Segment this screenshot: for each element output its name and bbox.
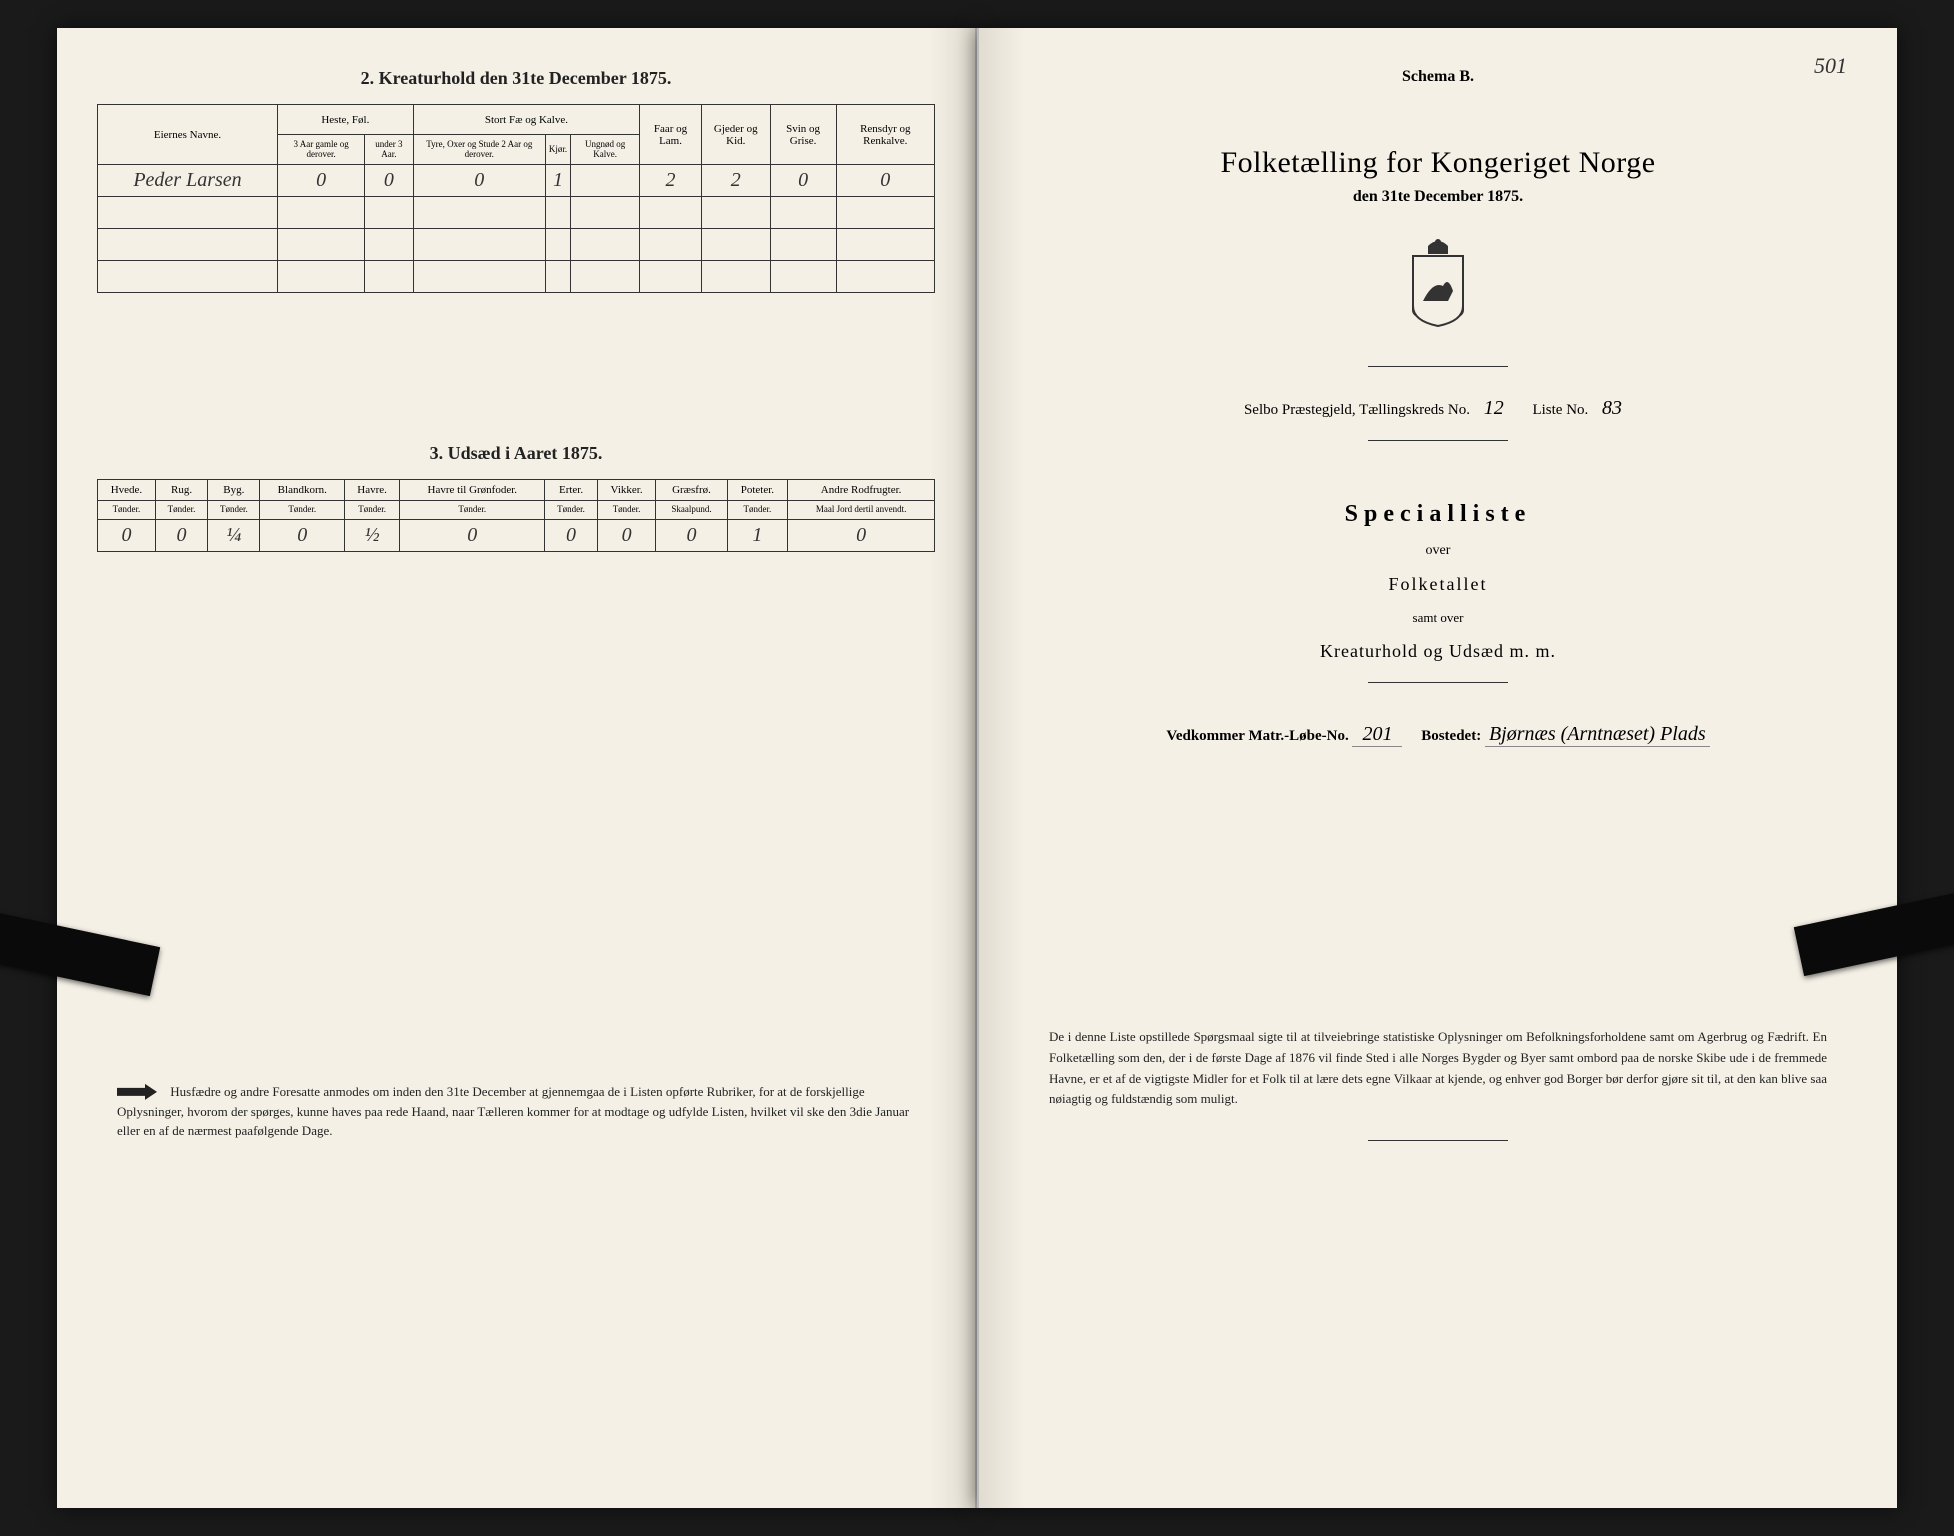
table-row xyxy=(98,197,935,229)
left-page: 2. Kreaturhold den 31te December 1875. E… xyxy=(57,28,977,1508)
table-row xyxy=(98,261,935,293)
seed-col: Rug. xyxy=(155,480,207,501)
livestock-table: Eiernes Navne. Heste, Føl. Stort Fæ og K… xyxy=(97,104,935,293)
kreds-no: 12 xyxy=(1474,397,1514,420)
cell: 0 xyxy=(155,519,207,551)
cell: 0 xyxy=(260,519,345,551)
matr-no: 201 xyxy=(1352,723,1402,747)
liste-no: 83 xyxy=(1592,397,1632,420)
sub-s3: Ungnød og Kalve. xyxy=(571,135,640,165)
bostedet: Bjørnæs (Arntnæset) Plads xyxy=(1485,723,1710,747)
seed-col: Erter. xyxy=(545,480,597,501)
table-row: 0 0 ¼ 0 ½ 0 0 0 0 1 0 xyxy=(98,519,935,551)
cell: 0 xyxy=(278,165,365,197)
samt-over: samt over xyxy=(1019,610,1857,626)
cell: 2 xyxy=(701,165,770,197)
cell: 1 xyxy=(727,519,788,551)
col-svin: Svin og Grise. xyxy=(770,105,836,165)
col-stort: Stort Fæ og Kalve. xyxy=(413,105,639,135)
meta-prefix: Selbo Præstegjeld, Tællingskreds No. xyxy=(1244,402,1470,418)
seed-col: Andre Rodfrugter. xyxy=(788,480,935,501)
cell: 1 xyxy=(545,165,570,197)
seed-col: Vikker. xyxy=(597,480,656,501)
cell: ½ xyxy=(345,519,400,551)
meta-line: Selbo Præstegjeld, Tællingskreds No. 12 … xyxy=(1019,397,1857,420)
sub-s2: Kjør. xyxy=(545,135,570,165)
book-spread: 2. Kreaturhold den 31te December 1875. E… xyxy=(0,0,1954,1536)
col-gjeder: Gjeder og Kid. xyxy=(701,105,770,165)
col-faar: Faar og Lam. xyxy=(640,105,702,165)
seed-unit: Tønder. xyxy=(545,501,597,520)
specialliste-title: Specialliste xyxy=(1019,501,1857,528)
cell: 0 xyxy=(770,165,836,197)
cell: 0 xyxy=(788,519,935,551)
cell xyxy=(571,165,640,197)
col-heste: Heste, Føl. xyxy=(278,105,414,135)
folketallet: Folketallet xyxy=(1019,574,1857,595)
right-page: Schema B. 501 Folketælling for Kongerige… xyxy=(977,28,1897,1508)
divider xyxy=(1368,366,1508,367)
seed-unit: Tønder. xyxy=(345,501,400,520)
bostedet-label: Bostedet: xyxy=(1421,728,1481,744)
col-owner: Eiernes Navne. xyxy=(98,105,278,165)
seed-col: Byg. xyxy=(208,480,260,501)
cell: 2 xyxy=(640,165,702,197)
sub-h2: under 3 Aar. xyxy=(365,135,414,165)
pointing-hand-icon xyxy=(117,1082,157,1102)
seed-unit: Tønder. xyxy=(155,501,207,520)
coat-of-arms-icon xyxy=(1393,236,1483,336)
footnote-text: Husfædre og andre Foresatte anmodes om i… xyxy=(117,1084,909,1139)
col-rensdyr: Rensdyr og Renkalve. xyxy=(836,105,934,165)
seed-header-row: Hvede. Rug. Byg. Blandkorn. Havre. Havre… xyxy=(98,480,935,501)
section3-title: 3. Udsæd i Aaret 1875. xyxy=(97,443,935,464)
seed-unit: Tønder. xyxy=(98,501,156,520)
main-title: Folketælling for Kongeriget Norge xyxy=(1019,146,1857,180)
section2-title: 2. Kreaturhold den 31te December 1875. xyxy=(97,68,935,89)
seed-unit: Tønder. xyxy=(727,501,788,520)
cell: 0 xyxy=(413,165,545,197)
cell: 0 xyxy=(98,519,156,551)
divider xyxy=(1368,440,1508,441)
over-text: over xyxy=(1019,543,1857,559)
seed-col: Poteter. xyxy=(727,480,788,501)
seed-unit: Tønder. xyxy=(260,501,345,520)
seed-unit: Tønder. xyxy=(597,501,656,520)
kreatur-line: Kreaturhold og Udsæd m. m. xyxy=(1019,641,1857,662)
cell: 0 xyxy=(400,519,545,551)
seed-unit: Tønder. xyxy=(208,501,260,520)
cell: ¼ xyxy=(208,519,260,551)
subtitle: den 31te December 1875. xyxy=(1019,188,1857,206)
liste-label: Liste No. xyxy=(1532,402,1588,418)
cell: 0 xyxy=(597,519,656,551)
seed-unit: Skaalpund. xyxy=(656,501,727,520)
cell: 0 xyxy=(656,519,727,551)
vedkommer-prefix: Vedkommer Matr.-Løbe-No. xyxy=(1166,728,1348,744)
binder-clip-right xyxy=(1794,890,1954,976)
seed-col: Blandkorn. xyxy=(260,480,345,501)
sub-s1: Tyre, Oxer og Stude 2 Aar og derover. xyxy=(413,135,545,165)
bottom-paragraph: De i denne Liste opstillede Spørgsmaal s… xyxy=(1019,1027,1857,1110)
table-row: Peder Larsen 0 0 0 1 2 2 0 0 xyxy=(98,165,935,197)
seed-col: Havre. xyxy=(345,480,400,501)
owner-name: Peder Larsen xyxy=(98,165,278,197)
seed-unit-row: Tønder. Tønder. Tønder. Tønder. Tønder. … xyxy=(98,501,935,520)
divider xyxy=(1368,682,1508,683)
seed-unit: Maal Jord dertil anvendt. xyxy=(788,501,935,520)
schema-label: Schema B. xyxy=(1019,68,1857,86)
page-number: 501 xyxy=(1814,53,1847,79)
cell: 0 xyxy=(836,165,934,197)
divider xyxy=(1368,1140,1508,1141)
cell: 0 xyxy=(365,165,414,197)
footnote: Husfædre og andre Foresatte anmodes om i… xyxy=(97,1082,935,1141)
seed-col: Græsfrø. xyxy=(656,480,727,501)
cell: 0 xyxy=(545,519,597,551)
vedkommer-line: Vedkommer Matr.-Løbe-No. 201 Bostedet: B… xyxy=(1019,723,1857,747)
sub-h1: 3 Aar gamle og derover. xyxy=(278,135,365,165)
seed-col: Hvede. xyxy=(98,480,156,501)
seed-table: Hvede. Rug. Byg. Blandkorn. Havre. Havre… xyxy=(97,479,935,552)
seed-col: Havre til Grønfoder. xyxy=(400,480,545,501)
seed-unit: Tønder. xyxy=(400,501,545,520)
table-row xyxy=(98,229,935,261)
